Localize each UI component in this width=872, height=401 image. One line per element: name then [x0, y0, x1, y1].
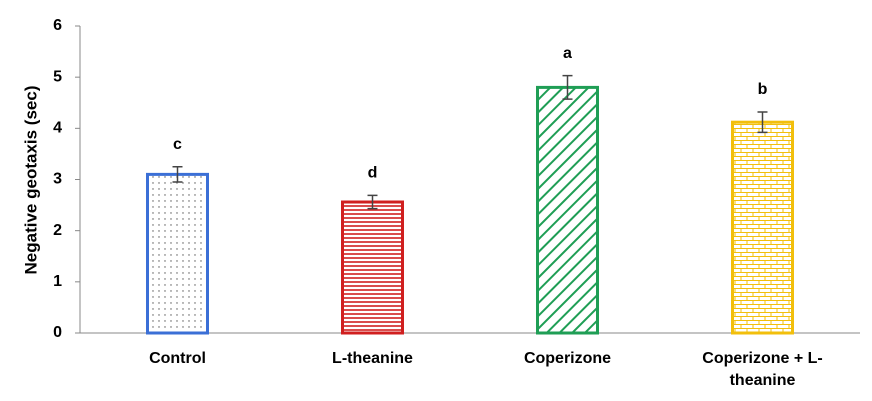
x-tick-label: Coperizone	[523, 350, 612, 367]
x-tick-label: Coperizone + L-theanine	[702, 350, 823, 389]
y-tick-label: 3	[53, 171, 62, 188]
y-tick-label: 2	[53, 222, 62, 239]
error-bar	[757, 111, 768, 134]
significance-letter: d	[368, 165, 378, 182]
significance-letter: b	[758, 81, 768, 98]
y-tick-label: 5	[53, 68, 62, 85]
y-tick-label: 6	[53, 17, 62, 34]
significance-letter: c	[173, 136, 182, 153]
error-bar	[172, 165, 183, 183]
y-tick-label: 0	[53, 324, 62, 341]
y-axis-label: Negative geotaxis (sec)	[21, 86, 40, 275]
error-bar	[367, 194, 378, 210]
bar	[536, 85, 599, 335]
y-tick-label: 1	[53, 273, 62, 290]
x-tick-label: L-theanine	[332, 350, 413, 367]
significance-letter: a	[563, 45, 572, 62]
y-tick-label: 4	[53, 120, 62, 137]
bar	[341, 200, 404, 335]
x-tick-label: Control	[149, 350, 206, 367]
bar	[731, 120, 794, 335]
error-bar	[562, 74, 573, 100]
bar	[146, 172, 209, 335]
